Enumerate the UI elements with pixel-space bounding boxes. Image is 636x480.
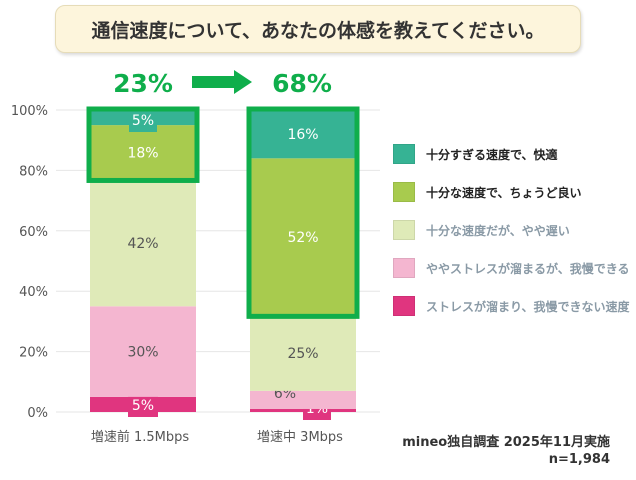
- y-tick-label: 80%: [19, 164, 48, 179]
- bar-segment: [250, 315, 356, 391]
- title-banner: 通信速度について、あなたの体感を教えてください。: [55, 5, 581, 53]
- legend-label: ややストレスが溜まるが、我慢できる: [426, 261, 630, 276]
- data-label: 5%: [132, 113, 154, 129]
- legend-item: 十分な速度で、ちょうど良い: [393, 182, 582, 202]
- chart-title: 通信速度について、あなたの体感を教えてください。: [91, 19, 545, 42]
- x-category-label: 増速前 1.5Mbps: [91, 429, 190, 445]
- y-tick-label: 0%: [27, 406, 48, 421]
- data-label: 42%: [127, 236, 158, 252]
- legend-swatch: [393, 144, 415, 164]
- bar-segment: [250, 110, 356, 159]
- legend-swatch: [393, 220, 415, 240]
- legend-item: ストレスが溜まり、我慢できない速度: [393, 296, 630, 316]
- legend-swatch: [393, 296, 415, 316]
- legend-swatch: [393, 258, 415, 278]
- data-label-box: [128, 393, 158, 417]
- y-tick-label: 20%: [19, 346, 48, 361]
- highlight-frame: [86, 106, 200, 183]
- arrow-right-icon: [192, 70, 252, 94]
- legend-item: 十分すぎる速度で、快適: [393, 144, 558, 164]
- legend-swatch: [393, 182, 415, 202]
- bar-segment: [250, 390, 356, 409]
- source-note: mineo独自調査 2025年11月実施 n=1,984: [402, 434, 610, 468]
- legend-item: ややストレスが溜まるが、我慢できる: [393, 258, 630, 278]
- data-label-box: [129, 108, 157, 132]
- after-highlight-value: 68%: [272, 69, 332, 98]
- source-line1: mineo独自調査 2025年11月実施: [402, 435, 610, 450]
- bar-segment: [90, 179, 196, 307]
- y-tick-label: 40%: [19, 285, 48, 300]
- legend-label: ストレスが溜まり、我慢できない速度: [426, 299, 630, 314]
- data-label: 16%: [287, 127, 318, 143]
- bar-segment: [250, 158, 356, 316]
- y-tick-label: 60%: [19, 225, 48, 240]
- bar-segment: [90, 306, 196, 397]
- before-highlight-value: 23%: [113, 69, 173, 98]
- legend-label: 十分すぎる速度で、快適: [426, 147, 558, 162]
- highlight-frame: [246, 106, 360, 319]
- data-label: 18%: [127, 145, 158, 161]
- legend-label: 十分な速度で、ちょうど良い: [426, 185, 582, 200]
- data-label: 5%: [132, 398, 154, 414]
- x-category-label: 増速中 3Mbps: [257, 430, 343, 445]
- data-label: 25%: [287, 346, 318, 362]
- bar-segment: [90, 125, 196, 180]
- legend-label: 十分な速度だが、やや遅い: [426, 223, 570, 238]
- data-label: 52%: [287, 230, 318, 246]
- data-label: 30%: [127, 345, 158, 361]
- sample-size: n=1,984: [548, 452, 610, 467]
- y-tick-label: 100%: [11, 104, 48, 119]
- legend-item: 十分な速度だが、やや遅い: [393, 220, 570, 240]
